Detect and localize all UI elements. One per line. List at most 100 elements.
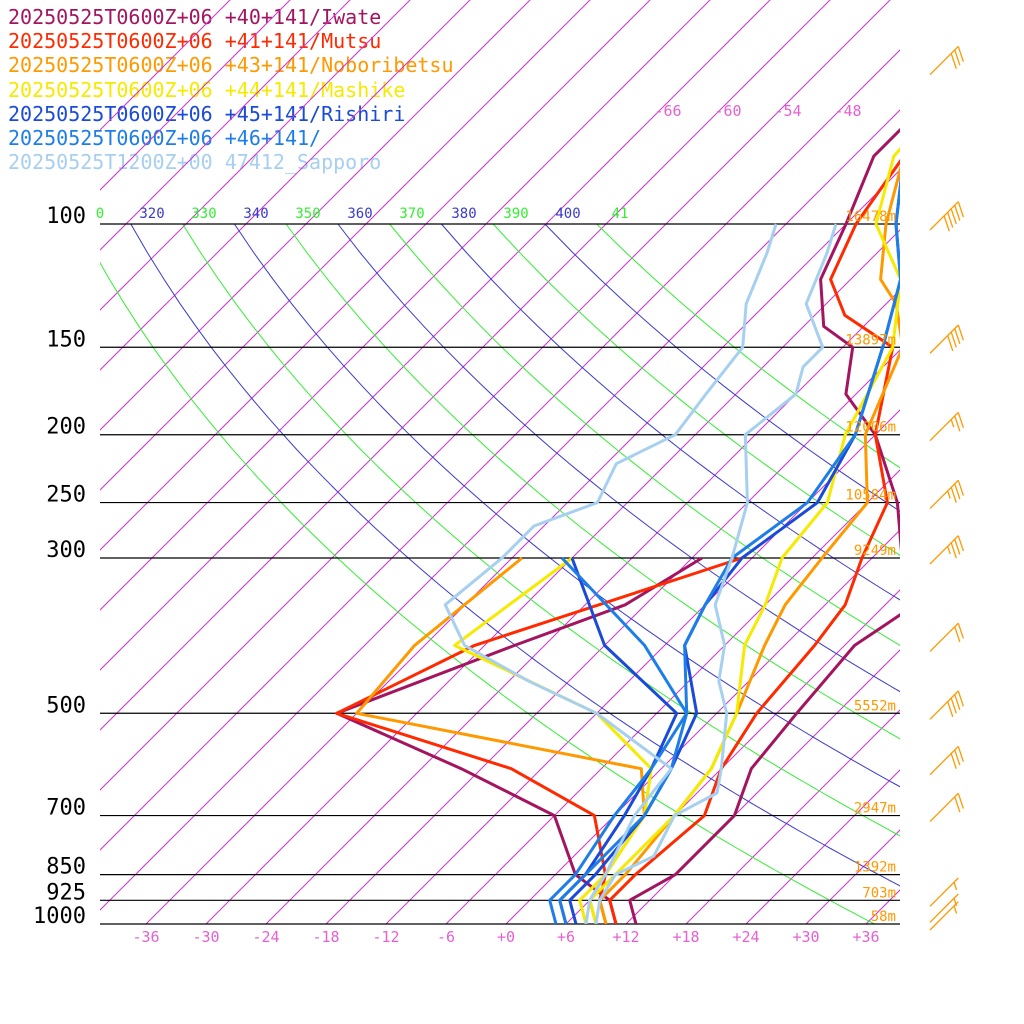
wind-barb-flag bbox=[950, 542, 957, 559]
x-tick-label: +30 bbox=[792, 928, 819, 946]
theta-label: 370 bbox=[399, 206, 424, 222]
wind-barb-flag bbox=[954, 49, 961, 66]
x-tick-label: +12 bbox=[612, 928, 639, 946]
isotherm-line bbox=[100, 0, 471, 371]
temperature-profile bbox=[608, 158, 900, 924]
wind-barb-flag bbox=[954, 796, 961, 813]
legend-entry: 20250525T0600Z+06 +46+141/ bbox=[8, 126, 322, 151]
theta-label: 400 bbox=[555, 206, 580, 222]
legend-entry: 20250525T0600Z+06 +41+141/Mutsu bbox=[8, 29, 382, 54]
isotherm-label: -66 bbox=[654, 102, 681, 120]
pressure-label: 100 bbox=[46, 204, 86, 229]
wind-barb bbox=[929, 690, 959, 720]
wind-barb-flag bbox=[957, 324, 964, 341]
wind-barb-flag bbox=[954, 328, 961, 344]
wind-barb-flag bbox=[954, 626, 961, 643]
x-tick-label: +24 bbox=[732, 928, 759, 946]
temperature-profile bbox=[558, 176, 900, 924]
isotherm-line bbox=[265, 289, 900, 924]
legend-entry: 20250525T0600Z+06 +43+141/Noboribetsu bbox=[8, 53, 454, 78]
wind-barb bbox=[929, 622, 959, 652]
pressure-label: 300 bbox=[46, 538, 86, 563]
wind-barb-flag bbox=[957, 622, 964, 639]
isotherm-line bbox=[625, 649, 900, 924]
axis-labels: 100 16478m 150 13897m 200 12006m 250 10584m 300 9… bbox=[33, 102, 896, 946]
isotherm-line bbox=[385, 409, 900, 924]
wind-barb-flag bbox=[947, 701, 954, 718]
dry-adiabat-line bbox=[544, 223, 900, 512]
wind-barb-flag bbox=[950, 697, 957, 714]
legend-entry: 20250525T0600Z+06 +45+141/Rishiri bbox=[8, 101, 406, 126]
pressure-label: 1000 bbox=[33, 904, 86, 929]
legend-entry: 20250525T0600Z+06 +40+141/Iwate bbox=[8, 5, 382, 29]
dry-adiabat-line bbox=[233, 223, 900, 788]
wind-barb-flag bbox=[950, 753, 957, 769]
wind-barb bbox=[929, 45, 959, 76]
x-tick-label: +0 bbox=[497, 928, 515, 946]
theta-label: 0 bbox=[96, 206, 104, 222]
wind-barb-flag bbox=[953, 882, 958, 891]
isotherms bbox=[100, 0, 1024, 924]
wind-barb-flag bbox=[957, 46, 964, 62]
temperature-profile bbox=[628, 127, 900, 924]
isotherm-label: -54 bbox=[774, 102, 801, 120]
x-tick-label: -12 bbox=[372, 928, 399, 946]
height-label: 12006m bbox=[845, 420, 896, 436]
wind-barb-flag bbox=[950, 419, 955, 428]
wind-barb-flag bbox=[954, 694, 961, 711]
wind-barb-flag bbox=[954, 749, 961, 766]
height-label: 16478m bbox=[845, 209, 896, 225]
wind-barb bbox=[929, 201, 959, 231]
wind-barb-flag bbox=[954, 483, 961, 500]
wind-barb-flag bbox=[954, 539, 961, 555]
height-label: 9249m bbox=[854, 543, 896, 559]
wind-barb-flag bbox=[954, 205, 961, 221]
legend: 20250525T0600Z+06 +40+141/Iwate 20250525T… bbox=[8, 5, 454, 174]
wind-barb-flag bbox=[950, 53, 957, 69]
legend-entry: 20250525T0600Z+06 +44+141/Mashike bbox=[8, 77, 406, 102]
wind-barb-flag bbox=[957, 746, 964, 762]
pressure-label: 500 bbox=[46, 693, 86, 718]
wind-barb-flag bbox=[943, 215, 950, 232]
wind-barb-flag bbox=[953, 905, 958, 914]
isotherm-line bbox=[445, 469, 900, 924]
wind-barb-flag bbox=[950, 487, 957, 503]
wind-barb bbox=[929, 535, 959, 565]
isotherm-line bbox=[565, 589, 900, 924]
wind-barb-flag bbox=[947, 335, 954, 352]
x-tick-label: -6 bbox=[437, 928, 455, 946]
pressure-label: 700 bbox=[46, 796, 86, 821]
isotherm-line bbox=[926, 0, 1024, 924]
isotherm-line bbox=[100, 0, 411, 311]
pressure-label: 850 bbox=[46, 855, 86, 880]
theta-label: 390 bbox=[503, 206, 528, 222]
theta-label: 330 bbox=[191, 206, 216, 222]
theta-label: 41 bbox=[612, 206, 629, 222]
pressure-label: 200 bbox=[46, 415, 86, 440]
height-label: 703m bbox=[862, 885, 896, 901]
dewpoint-profile bbox=[335, 556, 703, 924]
theta-label: 320 bbox=[139, 206, 164, 222]
wind-barb-flag bbox=[947, 212, 954, 228]
x-tick-label: -30 bbox=[192, 928, 219, 946]
wind-barb bbox=[929, 479, 959, 510]
wind-barb-flag bbox=[957, 412, 964, 428]
isotherm-line bbox=[205, 229, 900, 924]
temperature-profile bbox=[588, 146, 900, 924]
dry-adiabat-line bbox=[182, 223, 900, 837]
isobars bbox=[100, 223, 900, 925]
height-label: 2947m bbox=[854, 801, 896, 817]
temperature-profile bbox=[594, 223, 838, 924]
wind-barbs bbox=[929, 45, 964, 931]
wind-barb-flag bbox=[957, 480, 964, 496]
wind-barb bbox=[929, 411, 959, 442]
wind-barb-flag bbox=[957, 535, 964, 552]
x-tick-label: +18 bbox=[672, 928, 699, 946]
wind-barb-flag bbox=[957, 201, 964, 218]
wind-barb-flag bbox=[957, 690, 964, 707]
isotherm-line bbox=[986, 0, 1024, 924]
theta-label: 360 bbox=[347, 206, 372, 222]
isotherm-line bbox=[685, 709, 900, 924]
wind-barb bbox=[929, 324, 959, 354]
